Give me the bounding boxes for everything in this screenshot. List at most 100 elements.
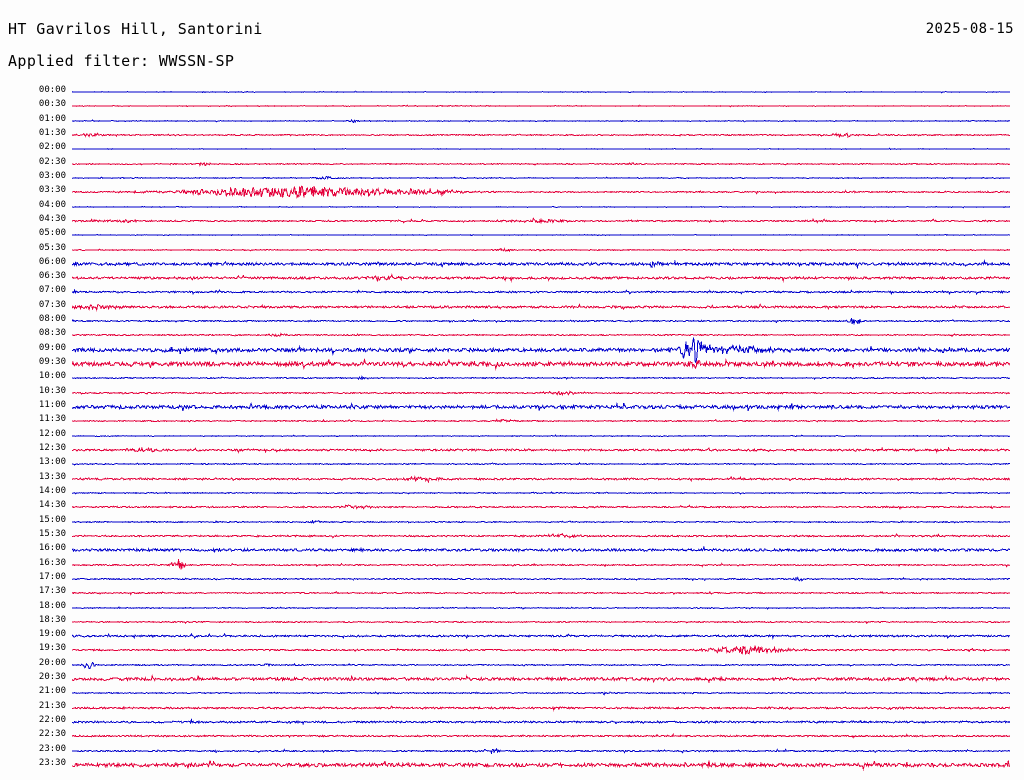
trace-row: 11:30 bbox=[0, 414, 1024, 428]
row-time-label: 17:30 bbox=[38, 586, 66, 597]
row-time-label: 14:00 bbox=[38, 485, 66, 496]
seismic-trace bbox=[72, 733, 1010, 739]
row-time-label: 01:30 bbox=[38, 127, 66, 138]
seismic-trace bbox=[72, 147, 1010, 151]
seismic-trace bbox=[72, 246, 1010, 252]
trace-row: 06:30 bbox=[0, 271, 1024, 285]
seismic-trace bbox=[72, 576, 1010, 582]
row-time-label: 07:00 bbox=[38, 285, 66, 296]
seismic-trace bbox=[72, 661, 1010, 669]
trace-row: 19:30 bbox=[0, 643, 1024, 657]
trace-row: 10:00 bbox=[0, 371, 1024, 385]
row-time-label: 20:30 bbox=[38, 672, 66, 683]
trace-row: 02:30 bbox=[0, 157, 1024, 171]
seismic-trace bbox=[72, 289, 1010, 296]
trace-row: 17:30 bbox=[0, 586, 1024, 600]
seismic-trace bbox=[72, 217, 1010, 225]
trace-row: 00:00 bbox=[0, 85, 1024, 99]
trace-row: 15:30 bbox=[0, 529, 1024, 543]
trace-row: 13:00 bbox=[0, 457, 1024, 471]
seismic-trace bbox=[72, 620, 1010, 624]
seismic-trace bbox=[72, 590, 1010, 596]
trace-row: 20:30 bbox=[0, 672, 1024, 686]
helicorder-header: HT Gavrilos Hill, Santorini 2025-08-15 A… bbox=[0, 0, 1024, 74]
seismic-trace bbox=[72, 234, 1010, 237]
seismic-trace bbox=[72, 185, 1010, 200]
seismic-trace bbox=[72, 104, 1010, 108]
trace-row: 20:00 bbox=[0, 658, 1024, 672]
seismic-trace bbox=[72, 446, 1010, 454]
seismic-trace bbox=[72, 691, 1010, 697]
trace-row: 17:00 bbox=[0, 572, 1024, 586]
trace-row: 21:00 bbox=[0, 686, 1024, 700]
row-time-label: 08:30 bbox=[38, 328, 66, 339]
row-time-label: 14:30 bbox=[38, 500, 66, 511]
seismic-trace bbox=[72, 132, 1010, 139]
seismic-trace bbox=[72, 474, 1010, 484]
row-time-label: 08:00 bbox=[38, 314, 66, 325]
row-time-label: 02:00 bbox=[38, 142, 66, 153]
row-time-label: 15:00 bbox=[38, 514, 66, 525]
row-time-label: 04:00 bbox=[38, 199, 66, 210]
seismic-trace bbox=[72, 337, 1010, 363]
trace-row: 05:00 bbox=[0, 228, 1024, 242]
trace-row: 04:00 bbox=[0, 200, 1024, 214]
seismic-trace bbox=[72, 760, 1010, 771]
row-time-label: 09:30 bbox=[38, 357, 66, 368]
trace-row: 05:30 bbox=[0, 243, 1024, 257]
row-time-label: 16:00 bbox=[38, 543, 66, 554]
row-time-label: 07:30 bbox=[38, 299, 66, 310]
row-time-label: 19:00 bbox=[38, 629, 66, 640]
seismic-trace bbox=[72, 317, 1010, 325]
row-time-label: 03:00 bbox=[38, 170, 66, 181]
trace-row: 16:00 bbox=[0, 543, 1024, 557]
row-time-label: 15:30 bbox=[38, 528, 66, 539]
row-time-label: 10:30 bbox=[38, 385, 66, 396]
row-time-label: 17:00 bbox=[38, 571, 66, 582]
row-time-label: 02:30 bbox=[38, 156, 66, 167]
seismic-trace bbox=[72, 205, 1010, 208]
trace-row: 00:30 bbox=[0, 99, 1024, 113]
trace-row: 07:00 bbox=[0, 285, 1024, 299]
seismic-trace bbox=[72, 674, 1010, 684]
row-time-label: 13:00 bbox=[38, 457, 66, 468]
trace-row: 10:30 bbox=[0, 386, 1024, 400]
row-time-label: 19:30 bbox=[38, 643, 66, 654]
seismic-trace bbox=[72, 545, 1010, 553]
trace-row: 19:00 bbox=[0, 629, 1024, 643]
trace-row: 07:30 bbox=[0, 300, 1024, 314]
trace-row: 03:30 bbox=[0, 185, 1024, 200]
trace-row: 12:30 bbox=[0, 443, 1024, 457]
row-time-label: 00:30 bbox=[38, 99, 66, 110]
row-time-label: 04:30 bbox=[38, 213, 66, 224]
trace-row: 04:30 bbox=[0, 214, 1024, 228]
trace-row: 08:00 bbox=[0, 314, 1024, 328]
trace-row: 22:00 bbox=[0, 715, 1024, 729]
seismic-trace bbox=[72, 747, 1010, 755]
trace-row: 01:00 bbox=[0, 114, 1024, 128]
row-time-label: 22:00 bbox=[38, 715, 66, 726]
trace-row: 18:30 bbox=[0, 615, 1024, 629]
seismic-trace bbox=[72, 390, 1010, 396]
seismic-trace bbox=[72, 519, 1010, 524]
trace-row: 22:30 bbox=[0, 729, 1024, 743]
seismic-trace bbox=[72, 645, 1010, 656]
seismic-trace bbox=[72, 491, 1010, 495]
applied-filter-label: Applied filter: WWSSN-SP bbox=[8, 52, 235, 70]
trace-row: 09:30 bbox=[0, 357, 1024, 371]
row-time-label: 13:30 bbox=[38, 471, 66, 482]
row-time-label: 00:00 bbox=[38, 85, 66, 95]
row-time-label: 21:00 bbox=[38, 686, 66, 697]
trace-row: 01:30 bbox=[0, 128, 1024, 142]
row-time-label: 12:00 bbox=[38, 428, 66, 439]
trace-row: 14:30 bbox=[0, 500, 1024, 514]
trace-row: 15:00 bbox=[0, 515, 1024, 529]
trace-row: 23:00 bbox=[0, 744, 1024, 758]
trace-row: 08:30 bbox=[0, 328, 1024, 342]
row-time-label: 06:00 bbox=[38, 256, 66, 267]
row-time-label: 22:30 bbox=[38, 729, 66, 740]
seismic-trace bbox=[72, 462, 1010, 466]
seismic-trace bbox=[72, 90, 1010, 94]
seismic-trace bbox=[72, 375, 1010, 381]
trace-row: 12:00 bbox=[0, 429, 1024, 443]
